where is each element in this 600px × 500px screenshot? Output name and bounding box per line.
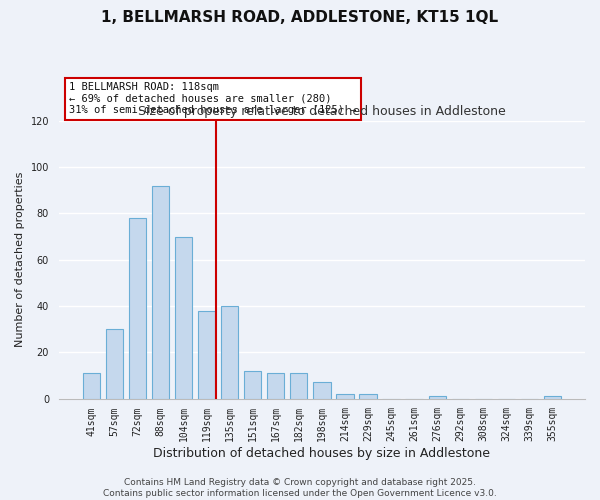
Bar: [267, 373, 284, 398]
Bar: [175, 236, 192, 398]
Bar: [221, 306, 238, 398]
Bar: [83, 373, 100, 398]
Bar: [336, 394, 353, 398]
Bar: [359, 394, 377, 398]
Bar: [290, 373, 307, 398]
Title: Size of property relative to detached houses in Addlestone: Size of property relative to detached ho…: [138, 106, 506, 118]
Text: Contains HM Land Registry data © Crown copyright and database right 2025.
Contai: Contains HM Land Registry data © Crown c…: [103, 478, 497, 498]
Text: 1, BELLMARSH ROAD, ADDLESTONE, KT15 1QL: 1, BELLMARSH ROAD, ADDLESTONE, KT15 1QL: [101, 10, 499, 25]
Text: 1 BELLMARSH ROAD: 118sqm
← 69% of detached houses are smaller (280)
31% of semi-: 1 BELLMARSH ROAD: 118sqm ← 69% of detach…: [70, 82, 357, 116]
X-axis label: Distribution of detached houses by size in Addlestone: Distribution of detached houses by size …: [154, 447, 490, 460]
Bar: [313, 382, 331, 398]
Bar: [129, 218, 146, 398]
Bar: [244, 371, 262, 398]
Bar: [428, 396, 446, 398]
Bar: [198, 310, 215, 398]
Bar: [152, 186, 169, 398]
Bar: [106, 329, 123, 398]
Bar: [544, 396, 561, 398]
Y-axis label: Number of detached properties: Number of detached properties: [15, 172, 25, 348]
